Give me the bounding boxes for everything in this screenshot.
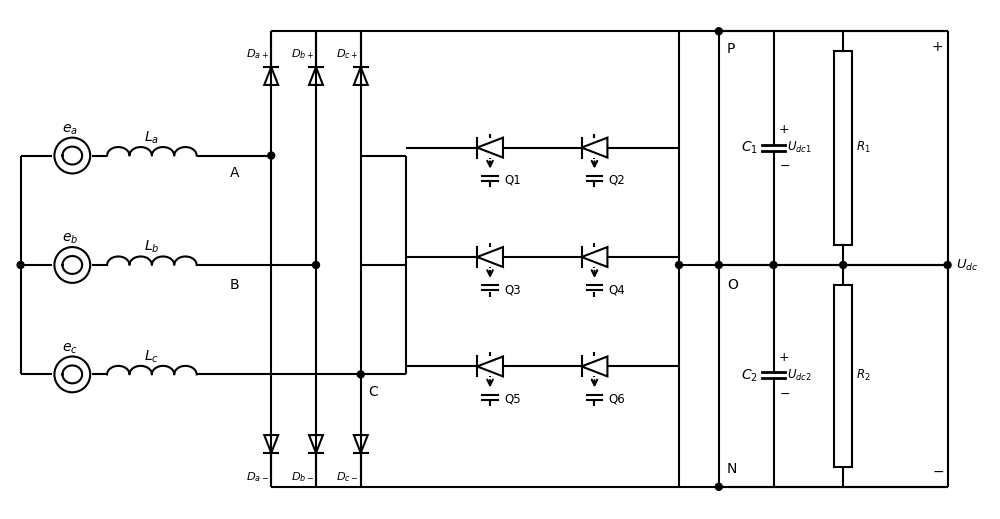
- Bar: [834, 51, 852, 245]
- Text: $-$: $-$: [779, 387, 790, 400]
- Circle shape: [357, 371, 364, 378]
- Text: +: +: [779, 351, 789, 364]
- Text: Q3: Q3: [504, 283, 521, 296]
- Circle shape: [17, 262, 24, 268]
- Circle shape: [944, 262, 951, 268]
- Text: $U_{dc1}$: $U_{dc1}$: [787, 140, 812, 155]
- Text: $L_b$: $L_b$: [144, 239, 160, 255]
- Text: $L_c$: $L_c$: [144, 348, 159, 365]
- Text: $D_{a-}$: $D_{a-}$: [246, 470, 269, 484]
- Text: $e_a$: $e_a$: [62, 122, 78, 137]
- Text: $D_{b-}$: $D_{b-}$: [291, 470, 314, 484]
- Circle shape: [268, 152, 275, 159]
- Text: $D_{c+}$: $D_{c+}$: [336, 47, 359, 61]
- Text: $C_2$: $C_2$: [741, 367, 758, 384]
- Text: B: B: [229, 278, 239, 292]
- Circle shape: [715, 483, 722, 490]
- Text: $C_1$: $C_1$: [741, 140, 758, 156]
- Text: $e_b$: $e_b$: [62, 232, 78, 247]
- Text: $e_c$: $e_c$: [62, 342, 78, 356]
- Text: +: +: [932, 40, 943, 54]
- Circle shape: [715, 28, 722, 35]
- Text: O: O: [727, 278, 738, 292]
- Text: $R_2$: $R_2$: [856, 368, 871, 383]
- Circle shape: [715, 262, 722, 268]
- Bar: [834, 285, 852, 467]
- Text: $U_{dc}$: $U_{dc}$: [956, 257, 978, 272]
- Circle shape: [840, 262, 847, 268]
- Text: Q2: Q2: [608, 174, 625, 187]
- Text: Q4: Q4: [608, 283, 625, 296]
- Text: $-$: $-$: [932, 464, 944, 478]
- Text: P: P: [727, 42, 735, 56]
- Circle shape: [676, 262, 683, 268]
- Text: $D_{c-}$: $D_{c-}$: [336, 470, 359, 484]
- Text: +: +: [779, 123, 789, 136]
- Text: C: C: [369, 385, 378, 399]
- Text: A: A: [229, 167, 239, 181]
- Text: Q6: Q6: [608, 393, 625, 406]
- Text: $L_a$: $L_a$: [144, 129, 159, 146]
- Text: N: N: [727, 462, 737, 476]
- Text: $U_{dc2}$: $U_{dc2}$: [787, 368, 812, 383]
- Text: $R_1$: $R_1$: [856, 140, 871, 155]
- Circle shape: [313, 262, 319, 268]
- Text: $D_{a+}$: $D_{a+}$: [246, 47, 269, 61]
- Text: Q5: Q5: [504, 393, 521, 406]
- Text: $-$: $-$: [779, 159, 790, 172]
- Text: $D_{b+}$: $D_{b+}$: [291, 47, 314, 61]
- Circle shape: [770, 262, 777, 268]
- Text: Q1: Q1: [504, 174, 521, 187]
